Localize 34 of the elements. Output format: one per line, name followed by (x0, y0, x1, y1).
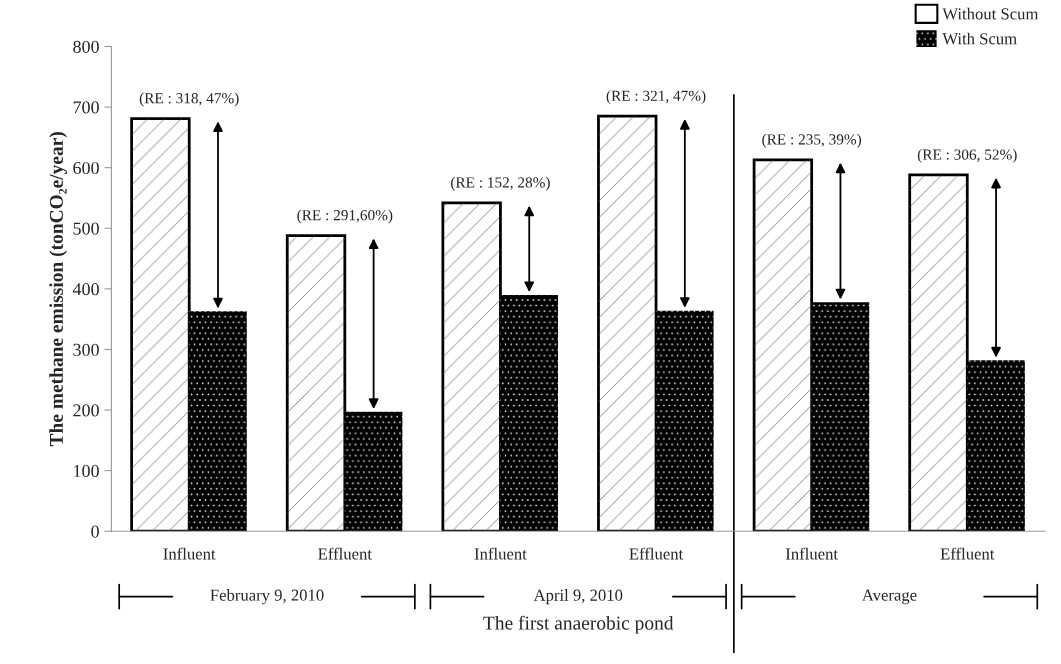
text: April 9, 2010 (533, 589, 623, 605)
x-tick-label: Effluent (629, 547, 684, 560)
y-tick-label: 300 (73, 343, 99, 356)
y-tick-label: 700 (73, 101, 99, 114)
annotation: (RE : 318, 47%) (139, 92, 239, 107)
y-tick-label: 800 (73, 40, 99, 53)
y-tick-label: 500 (73, 222, 99, 235)
y-tick-label: 100 (74, 464, 99, 478)
bar (189, 311, 247, 532)
x-axis-title: The first anaerobic pond (483, 615, 674, 634)
legend-label: Without Scum (942, 7, 1039, 20)
annotation: (RE : 321, 47%) (606, 90, 706, 105)
bar (344, 411, 403, 532)
bar (811, 302, 870, 532)
annotation: (RE : 291,60%) (297, 209, 393, 224)
y-tick-label: 600 (73, 161, 99, 175)
x-tick-label: Influent (785, 547, 838, 560)
y-tick-label: 400 (72, 283, 99, 296)
text: Average (862, 589, 917, 605)
bar (500, 294, 559, 532)
x-tick-label: Influent (474, 547, 527, 560)
text: February 9, 2010 (210, 589, 324, 605)
annotation: (RE : 152, 28%) (451, 176, 550, 191)
y-tick-label: 200 (73, 404, 99, 417)
annotation: (RE : 235, 39%) (762, 133, 862, 148)
y-axis-title: The methane emission (tonCO₂e/year) (49, 132, 67, 447)
bar (656, 310, 714, 532)
x-tick-label: Effluent (318, 547, 372, 560)
bar (967, 360, 1025, 532)
x-tick-label: Influent (163, 547, 216, 560)
legend-label: With Scum (942, 32, 1017, 45)
annotation: (RE : 306, 52%) (917, 148, 1017, 163)
y-tick-label: 0 (91, 525, 99, 538)
x-tick-label: Effluent (940, 547, 995, 560)
